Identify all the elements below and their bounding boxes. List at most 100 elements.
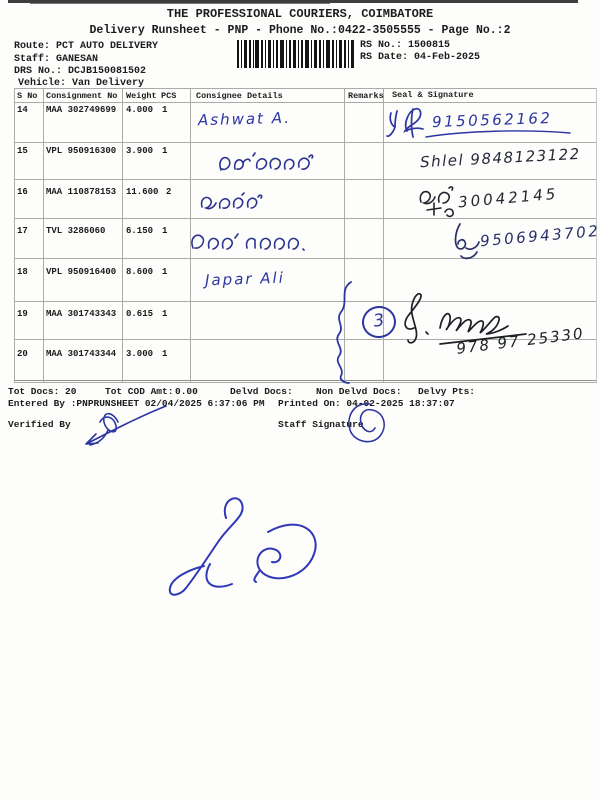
cell-consignment-no: MAA 302749699	[46, 105, 117, 115]
col-header-pcs: PCS	[161, 91, 177, 101]
handwriting-seal: Shlel 9848123122	[420, 145, 582, 171]
table-border	[344, 88, 345, 382]
rs-no-value: 1500815	[408, 40, 451, 51]
vehicle-line: Vehicle: Van Delivery	[18, 78, 144, 89]
cell-consignment-no: VPL 950916300	[46, 146, 117, 156]
staff-label: Staff:	[14, 54, 51, 65]
handwriting-seal-number: 30042145	[457, 184, 559, 212]
table-border	[190, 88, 191, 382]
company-title: THE PROFESSIONAL COURIERS, COIMBATORE	[166, 7, 434, 21]
table-border	[14, 142, 597, 143]
handwriting-seal-number: 9506943702	[479, 221, 600, 251]
vehicle-label: Vehicle:	[18, 78, 67, 89]
col-header-seal-signature: Seal & Signature	[392, 90, 474, 100]
cell-s-no: 14	[17, 105, 28, 115]
drs-line: DRS No.: DCJB150081502	[14, 66, 146, 77]
signature-flourish	[419, 186, 454, 218]
scan-edge-artifact	[8, 0, 578, 3]
cell-s-no: 16	[17, 187, 28, 197]
col-header-consignee-details: Consignee Details	[196, 91, 283, 101]
col-header-remarks: Remarks	[348, 91, 384, 101]
cell-s-no: 15	[17, 146, 28, 156]
seal-number: 9848123122	[469, 144, 582, 169]
tot-docs-label: Tot Docs:	[8, 386, 60, 397]
table-border	[14, 88, 15, 382]
tot-cod-label: Tot COD Amt:	[105, 386, 174, 397]
cell-s-no: 20	[17, 349, 28, 359]
rs-no-label: RS No.:	[360, 40, 403, 51]
staff-line: Staff: GANESAN	[14, 54, 98, 65]
page-signature	[168, 497, 317, 596]
col-header-weight: Weight	[126, 91, 157, 101]
rs-date-line: RS Date: 04-Feb-2025	[360, 52, 480, 63]
handwriting-consignee: Ashwat A.	[197, 108, 292, 130]
col-header-s-no: S No	[17, 91, 38, 101]
staff-value: GANESAN	[56, 54, 99, 65]
staff-signature-label: Staff Signature	[278, 419, 364, 430]
cell-s-no: 19	[17, 309, 28, 319]
handwriting-consignee: Japar Ali	[204, 268, 286, 290]
barcode-icon	[237, 40, 354, 68]
cell-consignment-no: VPL 950916400	[46, 267, 117, 277]
route-value: PCT AUTO DELIVERY	[56, 41, 159, 52]
table-border	[122, 88, 123, 382]
cell-weight: 11.600	[126, 187, 159, 197]
verified-by-signature	[85, 405, 167, 446]
grouping-brace	[336, 281, 352, 384]
table-border	[14, 258, 597, 259]
table-border	[14, 380, 597, 381]
cell-consignment-no: MAA 301743343	[46, 309, 117, 319]
table-border	[14, 382, 597, 383]
signature-underline	[425, 130, 571, 138]
entered-by-line: Entered By :PNPRUNSHEET 02/04/2025 6:37:…	[8, 398, 265, 409]
rs-date-label: RS Date:	[360, 52, 409, 63]
signature-flourish	[386, 107, 424, 138]
cell-weight: 8.600	[126, 267, 154, 277]
route-label: Route:	[14, 41, 51, 52]
table-border	[14, 88, 597, 89]
scan-edge-artifact	[30, 3, 330, 4]
drs-value: DCJB150081502	[68, 66, 147, 77]
delvy-pts-label: Delvy Pts:	[418, 386, 476, 397]
cell-s-no: 17	[17, 226, 28, 236]
vehicle-value: Van Delivery	[72, 78, 145, 89]
route-line: Route: PCT AUTO DELIVERY	[14, 41, 158, 52]
tot-docs-value: 20	[65, 386, 77, 397]
table-border	[14, 179, 597, 180]
rs-date-value: 04-Feb-2025	[414, 52, 481, 63]
non-delvd-docs-label: Non Delvd Docs:	[316, 386, 402, 397]
handwriting-consignee	[219, 152, 314, 171]
rs-no-line: RS No.: 1500815	[360, 40, 450, 51]
cell-weight: 3.000	[126, 349, 154, 359]
tot-cod-value: 0.00	[175, 386, 198, 397]
cell-pcs: 1	[162, 349, 168, 359]
cell-s-no: 18	[17, 267, 28, 277]
cell-pcs: 1	[162, 267, 168, 277]
cell-pcs: 2	[166, 187, 172, 197]
table-border	[596, 88, 597, 382]
seal-name: Shlel	[419, 150, 465, 172]
signature-flourish	[454, 223, 480, 260]
col-header-consignment-no: Consignment No	[46, 91, 118, 101]
table-border	[14, 102, 597, 103]
cell-pcs: 1	[162, 146, 168, 156]
cell-pcs: 1	[162, 309, 168, 319]
runsheet-subtitle: Delivery Runsheet - PNP - Phone No.:0422…	[89, 24, 511, 37]
handwriting-consignee	[191, 233, 305, 251]
delvd-docs-label: Delvd Docs:	[230, 386, 293, 397]
cell-pcs: 1	[162, 105, 168, 115]
handwriting-consignee	[200, 192, 263, 210]
printed-on-line: Printed On: 04-02-2025 18:37:07	[278, 398, 455, 409]
cell-consignment-no: TVL 3286060	[46, 226, 106, 236]
staff-signature	[348, 403, 385, 443]
cell-weight: 4.000	[126, 105, 154, 115]
table-border	[14, 218, 597, 219]
delivery-count-badge: 3	[359, 303, 399, 341]
cell-consignment-no: MAA 110878153	[46, 187, 117, 197]
drs-label: DRS No.:	[14, 66, 63, 77]
cell-pcs: 1	[162, 226, 168, 236]
table-border	[14, 339, 597, 340]
verified-by-label: Verified By	[8, 419, 71, 430]
cell-weight: 6.150	[126, 226, 154, 236]
